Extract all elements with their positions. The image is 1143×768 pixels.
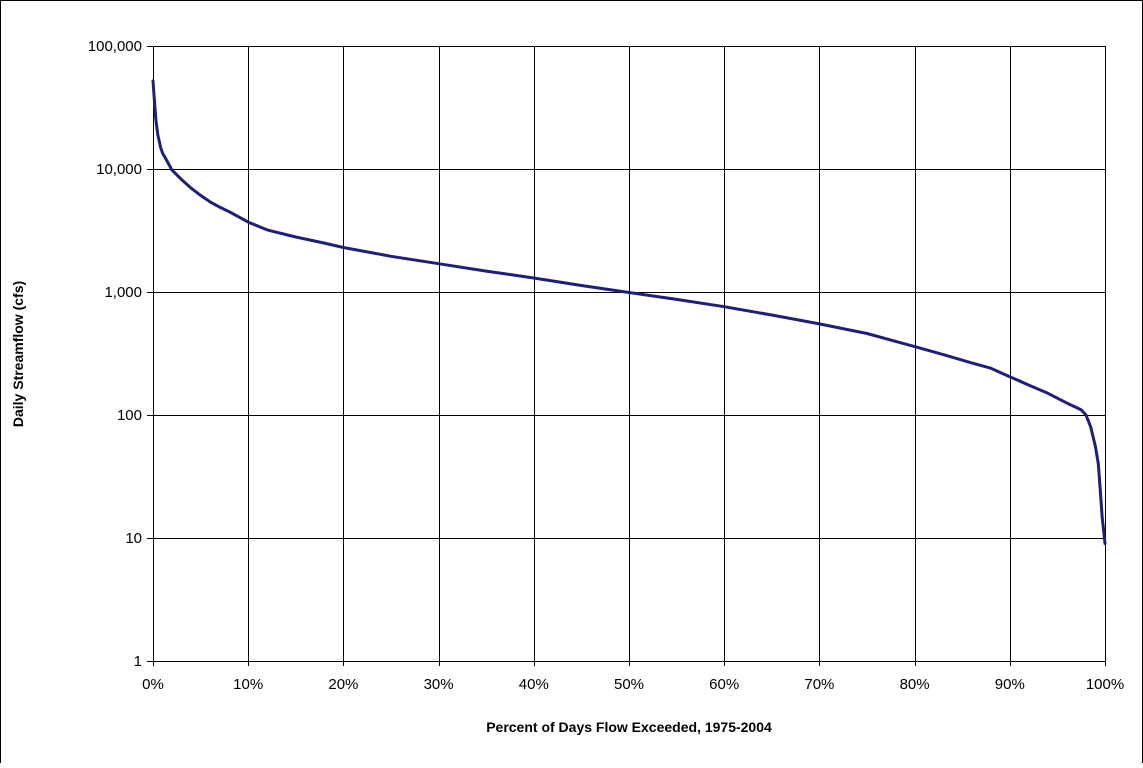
flow-duration-line <box>151 79 1107 546</box>
axes <box>147 46 1106 666</box>
x-tick-label: 70% <box>804 676 834 693</box>
y-tick-label: 1,000 <box>104 284 142 301</box>
y-tick-label: 10 <box>125 530 142 547</box>
x-tick-label: 20% <box>328 676 358 693</box>
y-axis-title: Daily Streamflow (cfs) <box>10 281 26 427</box>
x-tick-label: 80% <box>900 676 930 693</box>
x-tick-label: 0% <box>142 676 164 693</box>
x-tick-label: 60% <box>709 676 739 693</box>
y-tick-label: 10,000 <box>96 161 142 178</box>
x-tick-label: 10% <box>233 676 263 693</box>
x-tick-label: 40% <box>519 676 549 693</box>
x-tick-label: 90% <box>995 676 1025 693</box>
y-tick-label: 100 <box>117 407 142 424</box>
grid-lines <box>153 46 1106 661</box>
x-tick-label: 100% <box>1086 676 1124 693</box>
x-tick-label: 50% <box>614 676 644 693</box>
y-tick-label: 1 <box>134 653 142 670</box>
x-tick-label: 30% <box>424 676 454 693</box>
tick-labels: 0% 10% 20% 30% 40% 50% 60% 70% 80% 90% 100% 1 10 100 1… <box>88 38 1124 693</box>
x-axis-title: Percent of Days Flow Exceeded, 1975-2004 <box>486 719 772 735</box>
series-layer <box>151 79 1107 546</box>
y-tick-label: 100,000 <box>88 38 142 55</box>
